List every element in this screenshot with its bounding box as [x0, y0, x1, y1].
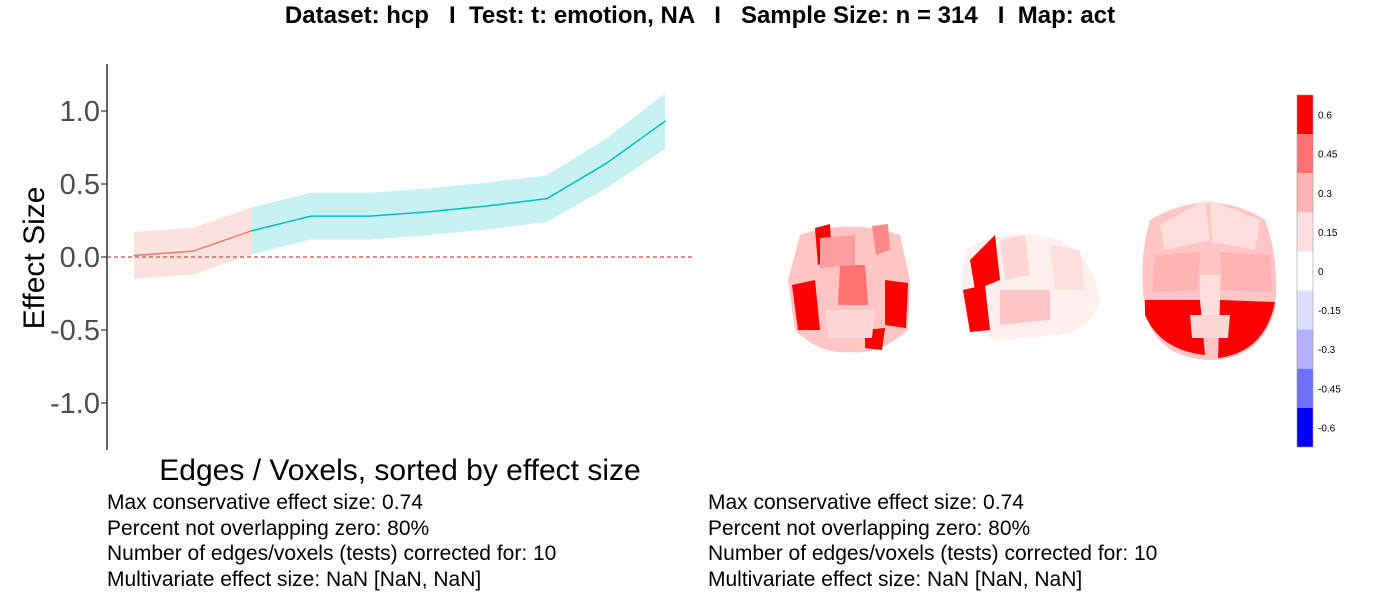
data-point: [428, 210, 430, 213]
figure-title: Dataset: hcp I Test: t: emotion, NA I Sa…: [284, 2, 1116, 29]
colorbar: 0.6 0.45 0.3 0.15 0 -0.15 -0.3 -0.45 -0.6: [1296, 94, 1341, 448]
colorbar-label: -0.15: [1318, 306, 1341, 317]
confidence-band: [134, 207, 252, 279]
x-axis-label: Edges / Voxels, sorted by effect size: [159, 454, 640, 487]
stats-right: Max conservative effect size: 0.74 Perce…: [708, 490, 1157, 592]
y-tick-label: 1.0: [60, 96, 100, 128]
stat-max-effect: Max conservative effect size: 0.74: [107, 491, 423, 514]
data-point: [133, 254, 135, 257]
colorbar-swatch: [1297, 173, 1313, 213]
stat-multivariate: Multivariate effect size: NaN [NaN, NaN]: [708, 567, 1083, 591]
stat-max-effect: Max conservative effect size: 0.74: [708, 491, 1024, 514]
brain-slice-axial: [788, 224, 910, 353]
colorbar-label: -0.45: [1318, 384, 1341, 395]
effect-size-line: [251, 120, 666, 232]
data-point: [310, 215, 312, 217]
data-point: [664, 120, 666, 123]
stat-tests-corrected: Number of edges/voxels (tests) corrected…: [107, 542, 557, 565]
colorbar-label: -0.6: [1318, 423, 1336, 434]
stat-percent-nonzero: Percent not overlapping zero: 80%: [708, 516, 1031, 540]
colorbar-label: 0: [1318, 267, 1324, 278]
colorbar-frame: [1296, 94, 1314, 448]
data-point: [487, 205, 489, 207]
brain-slice-coronal: [1142, 200, 1277, 360]
colorbar-label: 0.15: [1318, 228, 1338, 239]
colorbar-label: 0.45: [1318, 150, 1338, 161]
colorbar-label: 0.3: [1318, 189, 1332, 200]
colorbar-swatch: [1297, 290, 1313, 330]
stat-percent-nonzero: Percent not overlapping zero: 80%: [107, 516, 430, 540]
stats-left: Max conservative effect size: 0.74 Perce…: [107, 490, 556, 592]
brain-slice-sagittal: [960, 234, 1100, 340]
effect-size-plot: 1.0 0.5 0.0 -0.5 -1.0 Effect Size Edges / Vo…: [18, 64, 693, 487]
data-point: [605, 162, 607, 165]
y-tick-label: 0.5: [60, 169, 100, 201]
y-tick-label: 0.0: [60, 242, 100, 274]
data-point: [546, 197, 548, 200]
colorbar-swatch: [1297, 212, 1313, 252]
data-point: [369, 215, 371, 217]
colorbar-swatch: [1297, 407, 1313, 447]
colorbar-swatch: [1297, 95, 1313, 135]
colorbar-label: -0.3: [1318, 345, 1336, 356]
stat-tests-corrected: Number of edges/voxels (tests) corrected…: [708, 542, 1158, 565]
y-tick-label: -1.0: [50, 388, 100, 420]
data-point: [192, 250, 194, 252]
brain-slices: [788, 200, 1277, 360]
colorbar-label: 0.6: [1318, 111, 1332, 122]
colorbar-swatch: [1297, 329, 1313, 369]
y-axis-label: Effect Size: [18, 187, 51, 330]
confidence-band: [252, 93, 665, 255]
colorbar-swatch: [1297, 368, 1313, 408]
colorbar-swatch: [1297, 134, 1313, 174]
colorbar-swatch: [1297, 251, 1313, 291]
y-tick-label: -0.5: [50, 315, 100, 347]
data-point: [251, 229, 253, 232]
stat-multivariate: Multivariate effect size: NaN [NaN, NaN]: [107, 567, 482, 591]
